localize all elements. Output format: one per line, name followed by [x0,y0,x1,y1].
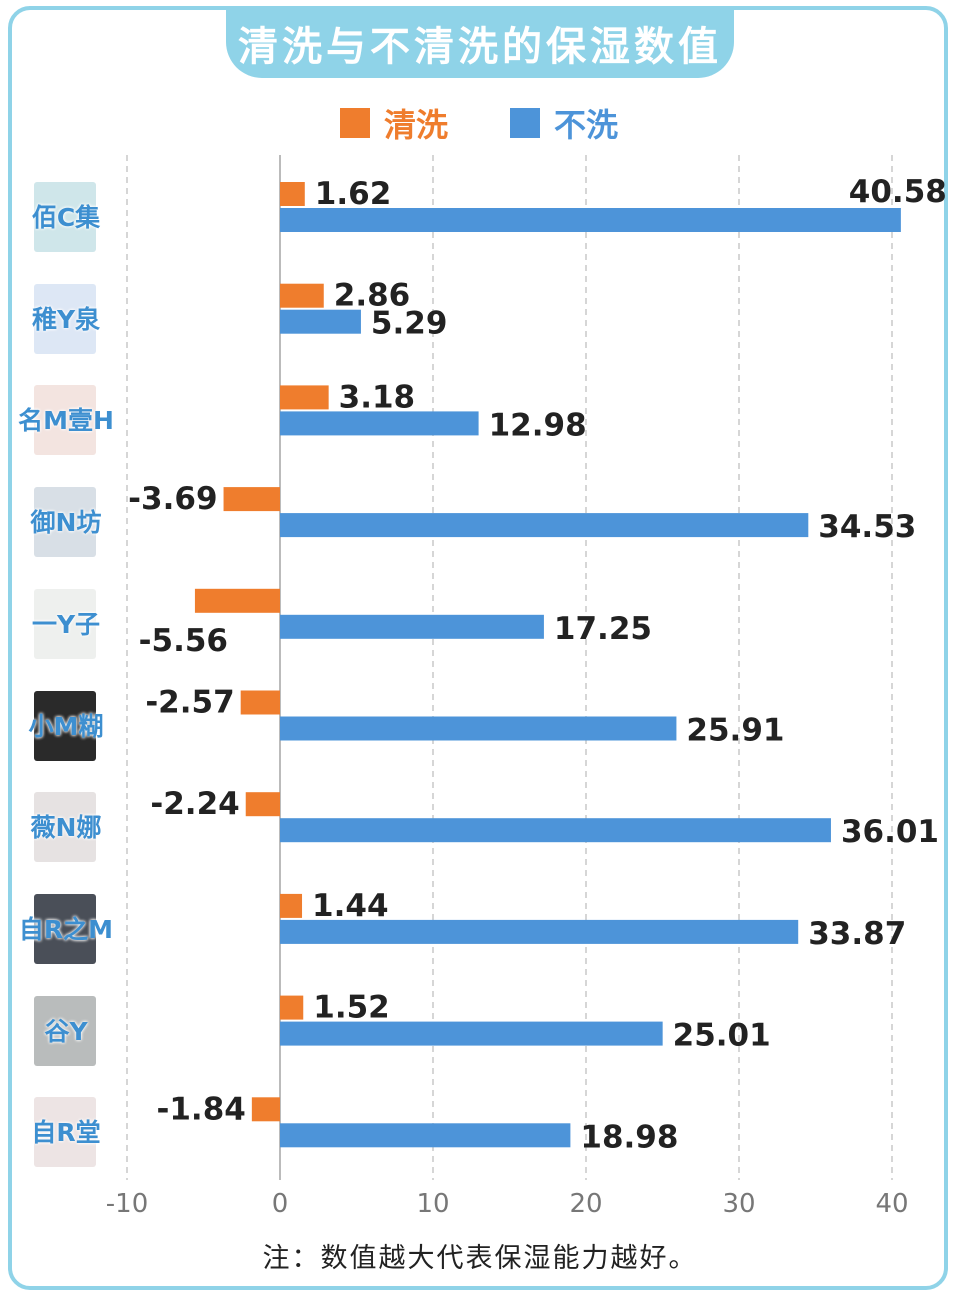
bar-clean [280,893,303,918]
legend-item-noclean: 不洗 [510,100,618,146]
product-thumbnail [34,690,96,761]
data-label-clean: 3.18 [339,379,416,415]
category-label: 自R堂 [31,1118,101,1148]
product-thumbnail [34,487,96,558]
x-tick-label: 20 [569,1189,602,1219]
category-label: 自R之M [18,914,114,944]
data-label-noclean: 36.01 [841,814,939,850]
data-label-noclean: 25.91 [686,713,784,749]
bar-noclean [280,411,479,436]
product-thumbnail [34,995,96,1066]
bar-clean [240,690,280,715]
product-thumbnail [34,385,96,456]
category-label: 谷Y [44,1016,88,1046]
bar-clean [280,283,324,308]
x-tick-label: 40 [875,1189,908,1219]
data-label-clean: -5.56 [139,623,228,659]
data-label-clean: -1.84 [156,1091,245,1127]
bar-clean [245,792,280,817]
x-tick-label: 10 [416,1189,449,1219]
product-thumbnail [34,792,96,863]
footnote: 注：数值越大代表保湿能力越好。 [262,1243,698,1274]
chart-title: 清洗与不清洗的保湿数值 [238,24,722,70]
legend-label-clean: 清洗 [384,106,449,144]
bar-clean [223,487,280,512]
data-label-clean: -2.57 [145,685,234,721]
data-label-clean: -3.69 [128,481,217,517]
title-banner [226,6,734,78]
legend-swatch-clean [340,108,370,138]
data-label-noclean: 18.98 [580,1119,678,1155]
legend-swatch-noclean [510,108,540,138]
x-tick-label: 30 [722,1189,755,1219]
bar-clean [280,385,329,410]
bar-clean [280,182,305,206]
category-label: 名M壹H [18,406,114,436]
product-thumbnail [34,283,96,354]
bar-noclean [280,309,361,334]
legend: 清洗 不洗 [0,100,960,150]
bar-clean [251,1097,280,1122]
bar-noclean [280,919,799,944]
bar-noclean [280,1021,663,1046]
bar-noclean [280,614,544,639]
product-thumbnail [34,1097,96,1168]
data-label-noclean: 33.87 [808,916,906,952]
bar-clean [194,588,280,613]
product-thumbnail [34,893,96,964]
x-tick-label: -10 [106,1189,148,1219]
data-label-noclean: 34.53 [818,509,916,545]
bar-clean [280,995,304,1020]
data-label-clean: 1.62 [315,176,392,212]
data-label-noclean: 17.25 [554,611,652,647]
data-label-clean: 1.52 [313,990,390,1026]
bar-noclean [280,818,831,843]
bar-noclean [280,716,677,741]
data-label-noclean: 25.01 [673,1018,771,1054]
legend-item-clean: 清洗 [340,100,448,146]
product-thumbnail [34,588,96,659]
category-label: 一Y子 [31,609,101,639]
category-label: 佰C集 [31,203,101,232]
data-label-noclean: 12.98 [489,407,587,443]
category-label: 御N坊 [30,508,102,538]
bar-noclean [280,1123,571,1148]
bar-noclean [280,513,809,538]
legend-label-noclean: 不洗 [554,106,619,144]
data-label-noclean: 40.58 [849,174,947,210]
bar-noclean [280,208,901,232]
data-label-clean: -2.24 [150,786,239,822]
data-label-clean: 1.44 [312,888,389,924]
product-thumbnail [34,182,96,252]
category-label: 薇N娜 [30,813,102,843]
data-label-noclean: 5.29 [371,306,448,342]
data-label-clean: 2.86 [334,278,411,314]
category-label: 小M糊 [28,711,104,741]
x-tick-label: 0 [272,1189,289,1219]
category-label: 稚Y泉 [31,304,101,334]
